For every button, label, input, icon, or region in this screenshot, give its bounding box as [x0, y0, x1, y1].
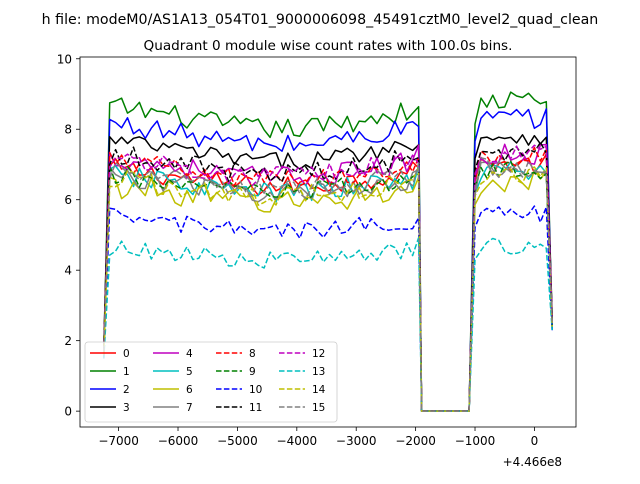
- series-line-6: [103, 169, 553, 412]
- legend-label-11: 11: [249, 402, 262, 414]
- legend-label-9: 9: [249, 366, 256, 378]
- chart-title: Quadrant 0 module wise count rates with …: [144, 38, 513, 54]
- series-line-15: [103, 157, 553, 412]
- x-offset-label: +4.466e8: [503, 455, 562, 469]
- series-line-11: [103, 141, 553, 412]
- series-line-0: [103, 153, 553, 412]
- legend-label-7: 7: [186, 402, 193, 414]
- legend-label-4: 4: [186, 348, 193, 360]
- x-tick-label: −4000: [277, 434, 318, 448]
- legend-label-12: 12: [312, 348, 325, 360]
- series-layer: [103, 91, 553, 412]
- legend-label-13: 13: [312, 366, 325, 378]
- series-line-12: [103, 144, 553, 412]
- legend-label-10: 10: [249, 384, 262, 396]
- legend-label-15: 15: [312, 402, 325, 414]
- legend-label-14: 14: [312, 384, 326, 396]
- series-line-3: [103, 134, 553, 412]
- y-tick-label: 8: [64, 123, 72, 137]
- series-line-13: [103, 236, 553, 412]
- series-line-14: [103, 166, 553, 412]
- x-tick-label: −1000: [455, 434, 496, 448]
- series-line-1: [103, 91, 553, 412]
- legend-label-8: 8: [249, 348, 256, 360]
- x-tick-label: −6000: [158, 434, 199, 448]
- series-line-2: [103, 108, 553, 412]
- series-line-10: [103, 205, 553, 412]
- x-tick-label: 0: [531, 434, 539, 448]
- plot-frame: [79, 56, 577, 428]
- y-tick-label: 6: [64, 193, 72, 207]
- y-tick-label: 2: [64, 334, 72, 348]
- x-tick-label: −5000: [217, 434, 258, 448]
- chart-suptitle: h file: modeM0/AS1A13_054T01_9000006098_…: [42, 12, 599, 28]
- x-tick-label: −3000: [336, 434, 377, 448]
- x-tick-label: −2000: [395, 434, 436, 448]
- legend-label-1: 1: [123, 366, 130, 378]
- y-tick-label: 4: [64, 264, 72, 278]
- legend-label-0: 0: [123, 348, 130, 360]
- y-tick-label: 0: [64, 405, 72, 419]
- legend-label-3: 3: [123, 402, 130, 414]
- legend-box: [84, 341, 338, 423]
- legend-label-6: 6: [186, 384, 193, 396]
- y-axis: 0 2 4 6 8 10: [57, 52, 80, 419]
- x-axis: −7000 −6000 −5000 −4000 −3000 −2000 −1000 0: [98, 427, 538, 448]
- legend-label-5: 5: [186, 366, 193, 378]
- y-tick-label: 10: [57, 52, 72, 66]
- x-tick-label: −7000: [98, 434, 139, 448]
- legend-label-2: 2: [123, 384, 130, 396]
